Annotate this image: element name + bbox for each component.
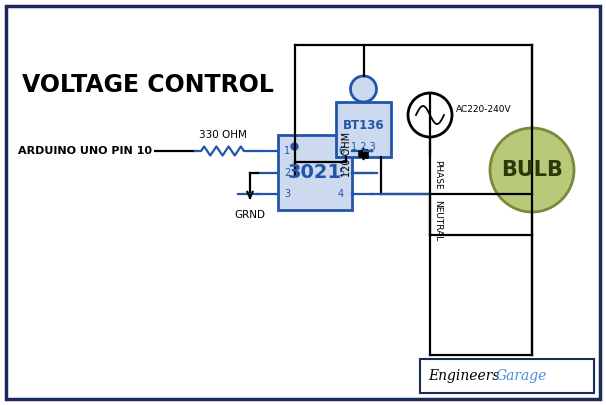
Bar <box>420 359 594 393</box>
Text: VOLTAGE CONTROL: VOLTAGE CONTROL <box>22 73 274 97</box>
Text: ARDUINO UNO PIN 10: ARDUINO UNO PIN 10 <box>18 146 152 156</box>
Text: NEUTRAL: NEUTRAL <box>433 200 442 242</box>
Text: BT136: BT136 <box>342 119 384 132</box>
Text: PHASE: PHASE <box>433 160 442 189</box>
Bar <box>278 135 352 210</box>
Text: BULB: BULB <box>501 160 563 180</box>
Text: 330 OHM: 330 OHM <box>199 130 247 140</box>
Text: Engineers: Engineers <box>428 369 499 383</box>
Text: 120 OHM: 120 OHM <box>342 132 353 177</box>
Text: GRND: GRND <box>235 209 265 220</box>
Circle shape <box>350 76 376 102</box>
Circle shape <box>490 128 574 212</box>
Text: 5: 5 <box>338 168 344 177</box>
Text: 2: 2 <box>284 168 290 177</box>
Text: 1 2 3: 1 2 3 <box>351 142 376 152</box>
Text: 3: 3 <box>284 189 290 199</box>
Text: 4: 4 <box>338 189 344 199</box>
Bar <box>336 102 391 157</box>
Text: 6: 6 <box>338 146 344 156</box>
Text: 3021: 3021 <box>288 163 342 182</box>
Text: 1: 1 <box>284 146 290 156</box>
Circle shape <box>408 93 452 137</box>
Text: AC220-240V: AC220-240V <box>456 105 511 115</box>
Text: Garage: Garage <box>496 369 547 383</box>
